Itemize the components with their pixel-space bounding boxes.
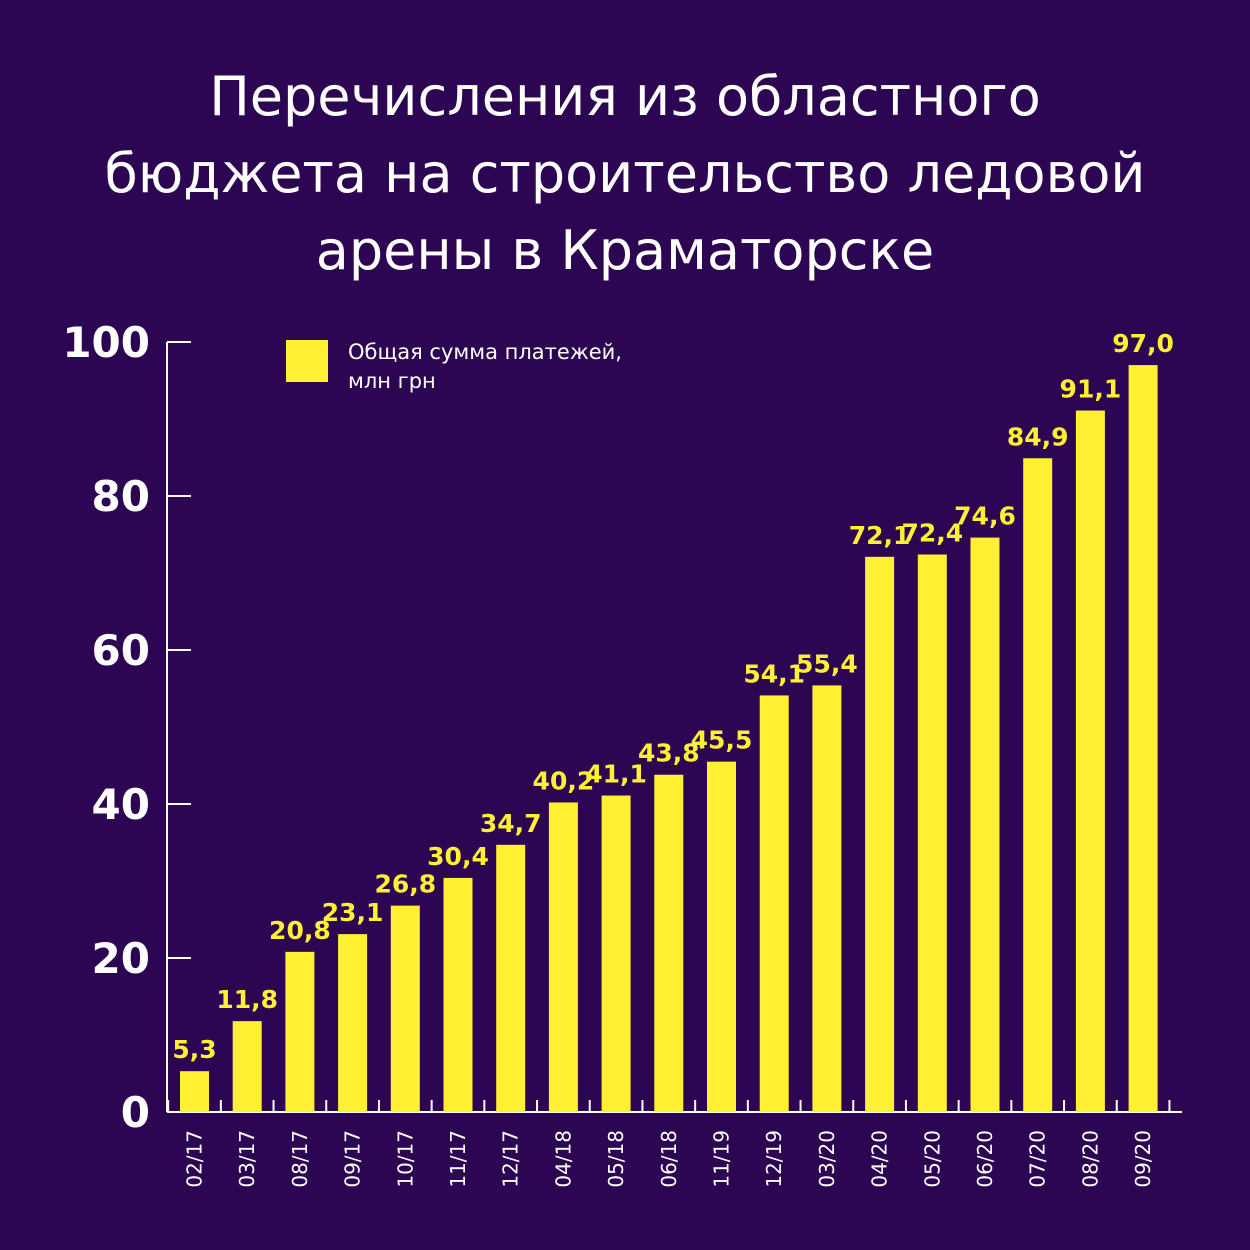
chart-title-line-1: Перечисления из областного [209,65,1041,128]
data-label: 30,4 [427,842,489,871]
x-tick-label: 04/18 [551,1130,575,1188]
data-label: 11,8 [216,985,278,1014]
chart-title: Перечисления из областного бюджета на ст… [0,58,1250,289]
bar [707,761,736,1112]
x-tick-label: 03/17 [235,1130,259,1188]
bar [1128,365,1158,1113]
y-tick-label: 40 [92,780,150,829]
data-label: 74,6 [954,502,1016,531]
data-label: 97,0 [1112,329,1174,358]
data-label: 84,9 [1007,422,1069,451]
data-label: 55,4 [796,649,858,678]
chart-title-line-2: бюджета на строительство ледовой [104,142,1146,205]
bar [812,685,842,1112]
x-tick-label: 02/17 [183,1130,207,1188]
x-tick-label: 08/20 [1078,1130,1102,1188]
x-tick-label: 05/18 [604,1130,628,1188]
bar [1023,458,1053,1112]
y-tick-label: 60 [92,626,150,675]
bar [548,802,578,1112]
x-tick-label: 11/19 [710,1130,734,1188]
data-label: 26,8 [374,870,436,899]
x-tick-label: 04/20 [868,1130,892,1188]
bar [759,695,789,1112]
data-label: 20,8 [269,916,331,945]
data-label: 40,2 [533,766,595,795]
data-label: 91,1 [1060,375,1122,404]
bar [390,905,420,1112]
x-tick-label: 08/17 [288,1130,312,1188]
bar [338,934,368,1112]
x-tick-label: 12/19 [762,1130,786,1188]
x-tick-label: 05/20 [920,1130,944,1188]
x-tick-label: 07/20 [1026,1130,1050,1188]
bar [601,795,631,1112]
legend-swatch [286,340,328,382]
x-tick-label: 12/17 [499,1130,523,1188]
data-label: 54,1 [743,659,805,688]
bar [654,774,684,1112]
data-label: 72,4 [901,519,963,548]
bar [285,951,315,1112]
bar [1075,410,1105,1112]
bar [970,537,1000,1112]
data-label: 41,1 [585,760,647,789]
data-label: 34,7 [480,809,542,838]
x-tick-label: 03/20 [815,1130,839,1188]
y-tick-label: 80 [92,472,150,521]
bar [917,554,947,1112]
x-tick-label: 10/17 [393,1130,417,1188]
bar [496,844,526,1112]
x-tick-label: 06/18 [657,1130,681,1188]
data-label: 5,3 [172,1035,216,1064]
bar [443,877,473,1112]
data-label: 43,8 [638,739,700,768]
bar [865,556,895,1112]
x-tick-label: 09/20 [1131,1130,1155,1188]
x-tick-label: 09/17 [341,1130,365,1188]
data-label: 23,1 [322,898,384,927]
bar [232,1021,262,1112]
x-tick-label: 11/17 [446,1130,470,1188]
legend-label: Общая сумма платежей, [348,340,622,364]
data-label: 45,5 [691,726,753,755]
chart-title-line-3: арены в Краматорске [315,219,935,282]
y-tick-label: 100 [62,318,150,367]
data-label: 72,1 [849,521,911,550]
x-tick-label: 06/20 [973,1130,997,1188]
y-tick-label: 0 [121,1088,150,1137]
y-tick-label: 20 [92,934,150,983]
bar [180,1071,209,1112]
legend-label: млн грн [348,369,436,393]
